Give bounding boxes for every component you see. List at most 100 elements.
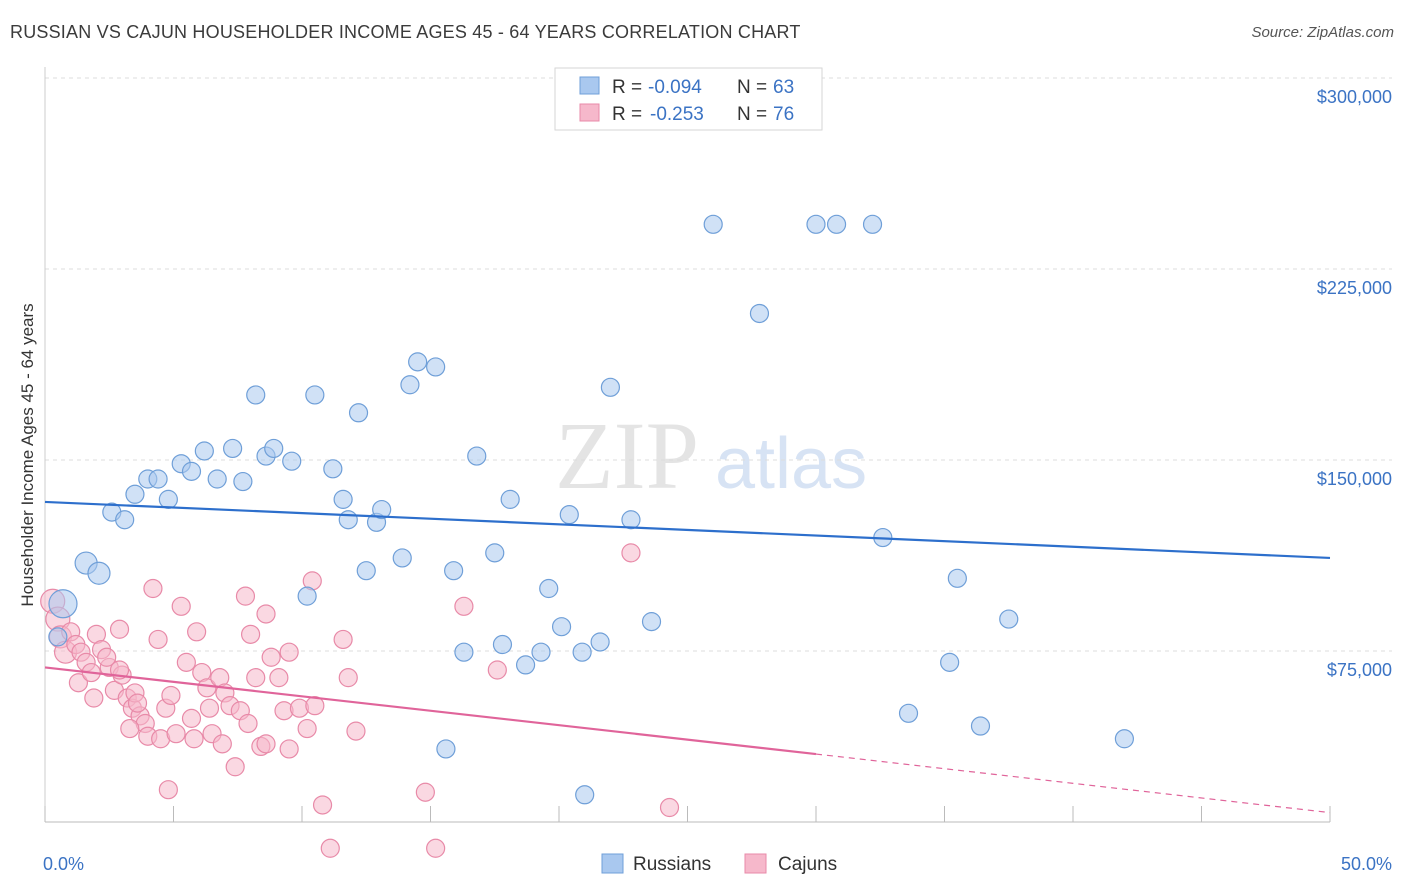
russians-point	[500, 489, 520, 509]
cajuns-point	[241, 624, 261, 644]
cajuns-point	[84, 688, 104, 708]
cajuns-point	[261, 647, 281, 667]
russians-point	[1114, 729, 1135, 749]
cajuns-trend-line-extrapolated	[815, 753, 1331, 814]
cajuns-point	[187, 622, 207, 642]
russians-point	[862, 214, 883, 234]
russians-point	[467, 446, 487, 466]
cajuns-point	[333, 629, 353, 650]
cajuns-point	[297, 718, 317, 739]
legend-n-label-2: N =	[737, 104, 767, 125]
cajuns-point	[161, 685, 181, 706]
y-tick-label: $300,000	[1317, 87, 1392, 107]
cajuns-point	[238, 713, 258, 734]
cajuns-point	[158, 780, 178, 800]
cajuns-point	[621, 543, 641, 563]
cajuns-point	[415, 782, 435, 802]
y-tick-label: $75,000	[1327, 660, 1392, 680]
x-ticks	[44, 806, 1331, 822]
russians-point	[194, 441, 214, 461]
russians-point	[115, 510, 135, 530]
russians-point	[551, 617, 572, 637]
legend-bottom-label-russians: Russians	[633, 854, 711, 875]
legend-r-label-1: R =	[612, 77, 642, 98]
legend-top: R = -0.094 N = 63 R = -0.253 N = 76	[554, 67, 823, 131]
legend-swatch-russians	[579, 76, 600, 95]
russians-trend-line	[44, 500, 1331, 560]
russians-point	[749, 303, 770, 324]
y-axis-label: Householder Income Ages 45 - 64 years	[18, 303, 37, 606]
legend-bottom-swatch-russians	[601, 853, 624, 874]
russians-point	[641, 612, 662, 632]
y-tick-labels: $75,000 $150,000 $225,000 $300,000	[1317, 87, 1392, 680]
russians-point	[125, 484, 145, 504]
russians-point	[572, 642, 592, 662]
cajuns-point	[143, 578, 163, 599]
legend-n-value-2: 76	[773, 104, 794, 125]
russians-point	[282, 451, 302, 471]
russians-point	[600, 377, 621, 397]
cajuns-point	[320, 838, 340, 858]
russians-point	[305, 385, 325, 405]
russians-point	[940, 652, 960, 672]
russians-point	[408, 352, 428, 372]
russians-point	[223, 438, 243, 459]
cajuns-point	[120, 718, 140, 739]
watermark-zip: ZIP	[555, 402, 699, 509]
russians-point	[826, 214, 847, 234]
russians-point	[806, 214, 826, 234]
russians-point	[181, 461, 202, 481]
cajuns-point	[454, 596, 474, 616]
russians-point	[323, 459, 343, 479]
legend-bottom-swatch-cajuns	[744, 853, 767, 874]
russians-point	[444, 561, 464, 581]
russians-point	[531, 642, 551, 662]
legend-n-label-1: N =	[737, 77, 767, 98]
russians-point	[400, 375, 420, 395]
cajuns-point	[338, 668, 358, 688]
cajuns-point	[269, 668, 289, 688]
russians-point	[559, 505, 579, 525]
cajuns-point	[184, 729, 204, 749]
russians-point	[436, 739, 456, 759]
cajuns-point	[256, 604, 276, 624]
cajuns-point	[109, 619, 130, 639]
cajuns-point	[166, 724, 186, 744]
cajuns-point	[176, 652, 196, 672]
cajuns-point	[346, 721, 366, 741]
russians-point	[158, 489, 178, 509]
cajuns-point	[487, 660, 507, 680]
cajuns-point	[197, 678, 217, 698]
russians-point	[246, 385, 266, 405]
russians-point	[338, 510, 358, 530]
x-tick-label-min: 0.0%	[43, 854, 84, 874]
cajuns-point	[225, 757, 245, 777]
russians-point	[426, 357, 446, 377]
watermark-atlas: atlas	[715, 424, 867, 504]
cajuns-trend-line	[44, 666, 817, 756]
russians-point	[48, 627, 68, 647]
cajuns-point	[148, 629, 168, 650]
legend-r-label-2: R =	[612, 104, 642, 125]
legend-r-value-2: -0.253	[650, 104, 704, 125]
cajuns-point	[312, 795, 333, 815]
russians-point	[233, 471, 253, 492]
russians-point	[372, 499, 392, 520]
russians-point	[392, 548, 412, 568]
russians-points	[48, 214, 1135, 805]
y-tick-label: $150,000	[1317, 469, 1392, 489]
legend-r-value-1: -0.094	[648, 77, 702, 98]
russians-point	[703, 214, 723, 234]
cajuns-point	[426, 838, 446, 858]
russians-point	[539, 578, 559, 599]
legend-bottom: Russians Cajuns	[601, 853, 837, 875]
russians-point	[297, 586, 317, 606]
russians-point	[999, 609, 1019, 629]
russians-point	[621, 510, 641, 530]
cajuns-point	[97, 647, 117, 667]
cajuns-point	[659, 797, 680, 818]
cajuns-point	[212, 734, 232, 754]
cajuns-point	[68, 673, 89, 693]
russians-point	[515, 655, 536, 675]
